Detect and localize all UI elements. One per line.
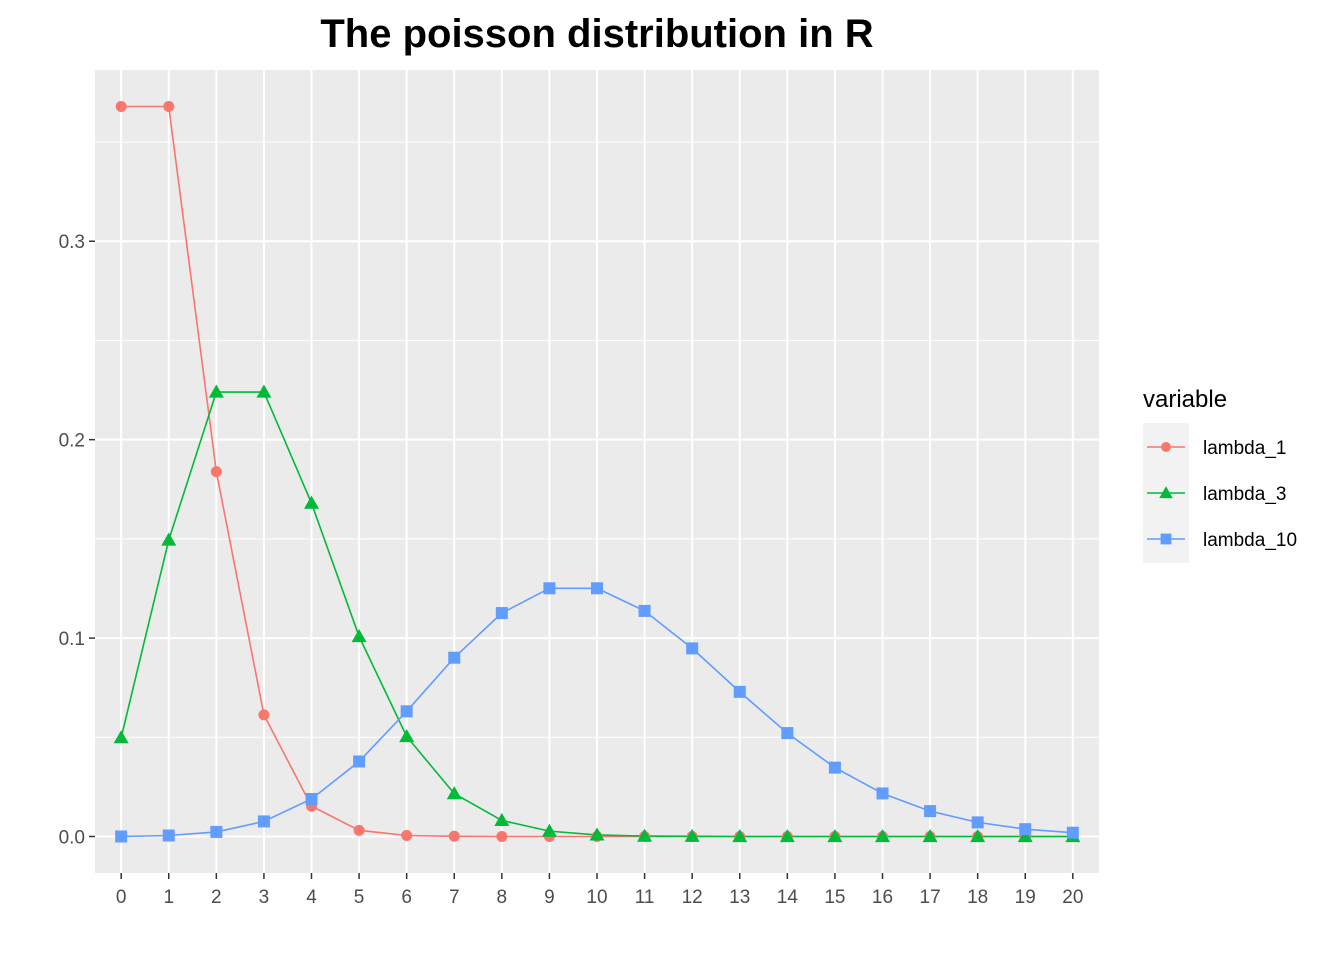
legend-label-lambda_10: lambda_10: [1203, 530, 1297, 551]
series-layer: [113, 101, 1081, 843]
legend-title: variable: [1143, 386, 1227, 413]
data-point-lambda_3: [732, 828, 748, 843]
legend-items: lambda_1 lambda_3 lambda_10: [1147, 438, 1297, 551]
data-point-lambda_3: [351, 628, 367, 643]
data-point-lambda_3: [874, 828, 890, 843]
data-point-lambda_1: [115, 101, 127, 113]
data-point-lambda_3: [399, 728, 415, 743]
y-tick-label: 0.3: [59, 232, 85, 253]
x-tick-label: 14: [777, 887, 799, 908]
y-tick-label: 0.2: [59, 431, 85, 452]
data-point-lambda_10: [781, 727, 794, 740]
data-point-lambda_10: [971, 816, 984, 829]
legend: variable lambda_1 lambda_3 lambda_10: [1143, 386, 1297, 563]
data-point-lambda_10: [828, 761, 841, 774]
data-point-lambda_10: [162, 829, 175, 842]
x-tick-label: 2: [211, 887, 222, 908]
legend-label-lambda_3: lambda_3: [1203, 484, 1286, 505]
x-tick-label: 1: [163, 887, 174, 908]
x-tick-label: 6: [401, 887, 412, 908]
x-tick-label: 15: [824, 887, 845, 908]
legend-key-marker-lambda_1: [1161, 442, 1171, 452]
data-point-lambda_10: [1066, 826, 1079, 839]
legend-key-marker-lambda_10: [1160, 533, 1172, 545]
data-point-lambda_3: [684, 828, 700, 842]
x-tick-label: 12: [682, 887, 703, 908]
x-tick-label: 18: [967, 887, 988, 908]
chart-title: The poisson distribution in R: [320, 12, 873, 56]
data-point-lambda_10: [353, 755, 366, 768]
data-point-lambda_3: [446, 786, 462, 800]
data-point-lambda_10: [305, 792, 318, 805]
data-point-lambda_3: [494, 812, 510, 827]
data-point-lambda_10: [543, 582, 556, 595]
data-point-lambda_10: [448, 651, 461, 664]
data-point-lambda_3: [779, 828, 795, 843]
x-tick-label: 8: [497, 887, 508, 908]
data-point-lambda_1: [258, 709, 270, 721]
data-point-lambda_1: [163, 101, 175, 113]
legend-label-lambda_1: lambda_1: [1203, 438, 1286, 459]
data-point-lambda_1: [496, 830, 508, 842]
y-axis: 0.0 0.1 0.2 0.3: [59, 232, 95, 848]
data-point-lambda_10: [400, 705, 413, 718]
data-point-lambda_1: [353, 824, 365, 836]
data-point-lambda_10: [257, 815, 270, 828]
data-point-lambda_10: [210, 825, 223, 838]
x-axis: 0 1 2 3 4 5 6 7 8 9 10 11 12 13 14 15 16 17 18 19 20: [116, 873, 1083, 908]
data-point-lambda_3: [637, 828, 653, 842]
x-tick-label: 9: [544, 887, 555, 908]
data-point-lambda_10: [591, 582, 603, 595]
data-point-lambda_3: [589, 827, 605, 841]
data-point-lambda_3: [1017, 828, 1033, 843]
data-point-lambda_3: [113, 730, 129, 744]
x-tick-label: 13: [729, 887, 750, 908]
data-point-lambda_10: [495, 607, 508, 620]
data-point-lambda_10: [638, 604, 651, 617]
data-point-lambda_3: [161, 532, 177, 546]
y-tick-label: 0.0: [59, 827, 85, 848]
data-point-lambda_10: [115, 830, 128, 843]
x-tick-label: 19: [1015, 887, 1036, 908]
data-point-lambda_1: [448, 830, 460, 842]
data-point-lambda_10: [1019, 823, 1032, 836]
x-tick-label: 7: [449, 887, 460, 908]
x-tick-label: 16: [872, 887, 893, 908]
x-tick-label: 4: [306, 887, 317, 908]
x-tick-label: 20: [1062, 887, 1083, 908]
y-tick-label: 0.1: [59, 629, 85, 650]
data-point-lambda_10: [733, 685, 746, 698]
data-point-lambda_10: [876, 787, 889, 800]
x-tick-label: 3: [259, 887, 270, 908]
legend-key-marker-lambda_3: [1159, 486, 1173, 499]
x-tick-label: 10: [586, 887, 607, 908]
data-point-lambda_10: [924, 805, 937, 818]
x-tick-label: 17: [920, 887, 941, 908]
data-point-lambda_3: [970, 828, 986, 843]
data-point-lambda_3: [256, 384, 272, 398]
x-tick-label: 11: [635, 887, 655, 908]
x-tick-label: 0: [116, 887, 127, 908]
data-point-lambda_3: [541, 823, 557, 837]
data-point-lambda_1: [401, 829, 413, 841]
data-point-lambda_1: [210, 466, 222, 478]
data-point-lambda_3: [304, 495, 320, 509]
data-point-lambda_3: [827, 828, 843, 843]
x-tick-label: 5: [354, 887, 365, 908]
data-point-lambda_10: [686, 642, 699, 655]
data-point-lambda_3: [208, 384, 224, 398]
data-point-lambda_3: [922, 828, 938, 843]
